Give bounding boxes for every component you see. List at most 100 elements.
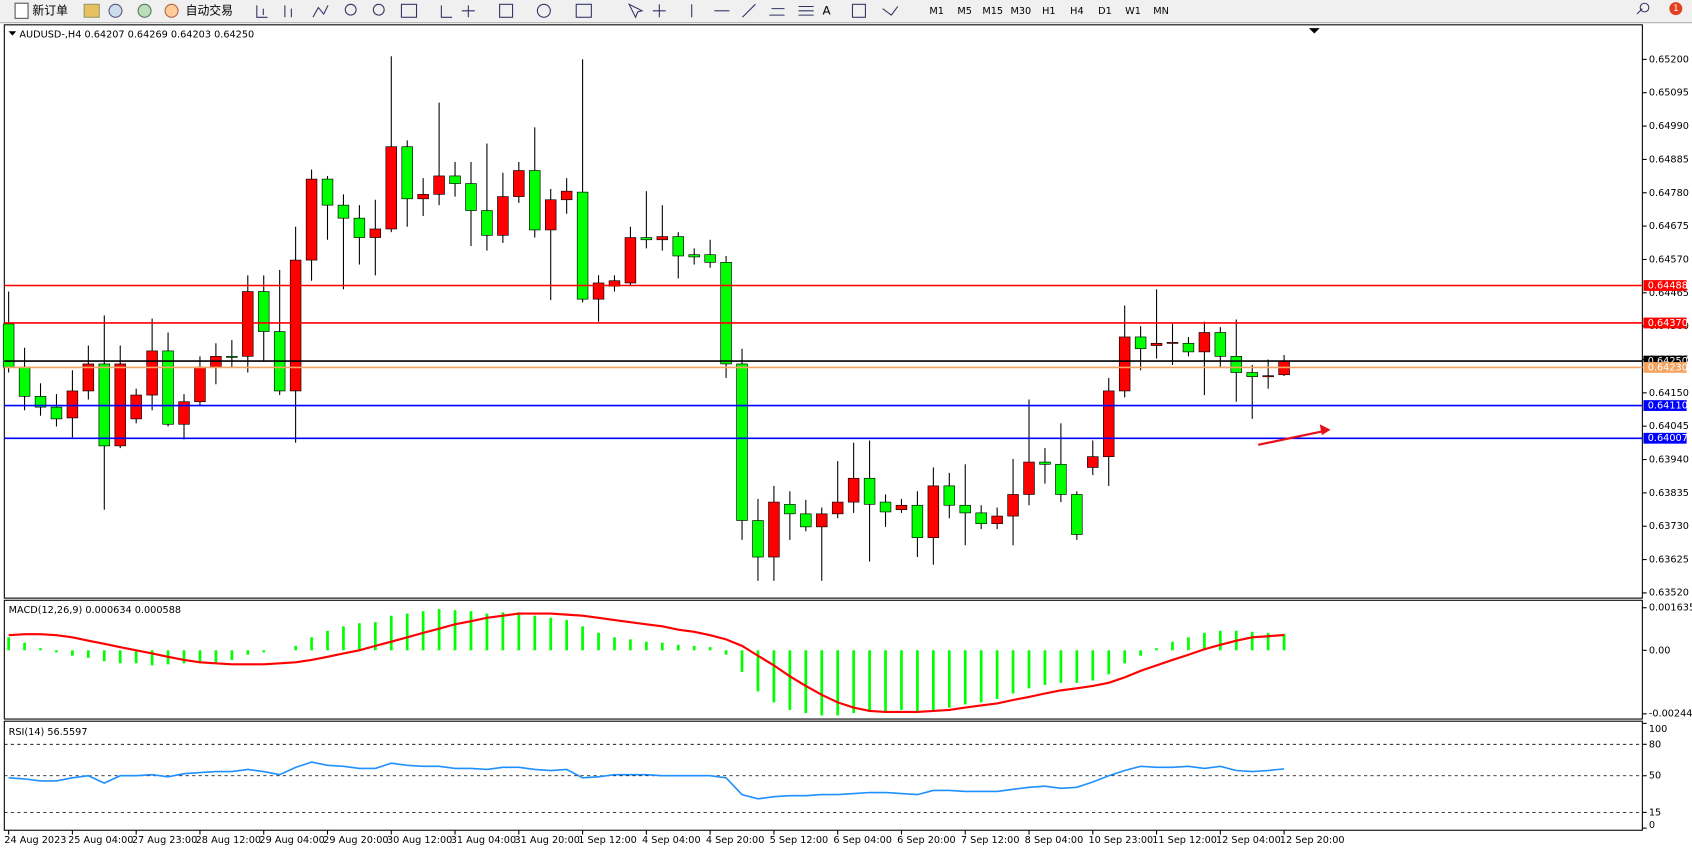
candle-body xyxy=(640,237,653,241)
toolbar-icon[interactable] xyxy=(108,3,123,18)
candle-body xyxy=(1007,494,1019,517)
candle-body xyxy=(481,210,493,236)
y-tick-label: 0.63520 xyxy=(1649,588,1689,599)
price-level-tag xyxy=(1643,355,1687,367)
notification-badge[interactable] xyxy=(1669,2,1683,16)
y-tick-label: 0.65200 xyxy=(1649,54,1689,65)
candle-body xyxy=(401,146,413,200)
candle-body xyxy=(720,261,732,365)
new-order-button[interactable]: 新订单 xyxy=(32,3,68,17)
x-tick-label: 12 Sep 04:00 xyxy=(1216,835,1281,846)
candle-body xyxy=(672,236,684,257)
candle-body xyxy=(863,477,876,505)
macd-signal-line xyxy=(8,612,1285,714)
price-level-label: 0.64370 xyxy=(1648,318,1688,329)
timeframe-button[interactable]: M30 xyxy=(1010,6,1031,17)
y-tick-label: 0.65095 xyxy=(1649,88,1689,99)
notification-count[interactable]: 1 xyxy=(1673,4,1678,14)
x-tick-label: 31 Aug 04:00 xyxy=(451,835,516,846)
y-tick-label: 0.00 xyxy=(1649,645,1671,656)
candle-body xyxy=(576,191,589,300)
x-tick-label: 8 Sep 04:00 xyxy=(1025,835,1084,846)
y-tick-label: 0.64465 xyxy=(1649,288,1689,299)
toolbar-icon[interactable] xyxy=(83,3,100,18)
candle-body xyxy=(1150,342,1163,346)
auto-trading-button[interactable]: 自动交易 xyxy=(186,3,233,17)
x-tick-label: 6 Sep 20:00 xyxy=(897,835,956,846)
timeframe-button[interactable]: M5 xyxy=(957,6,972,17)
toolbar xyxy=(0,0,1692,23)
candle-body xyxy=(911,504,924,538)
price-level-label: 0.64007 xyxy=(1648,433,1688,444)
x-tick-label: 31 Aug 20:00 xyxy=(515,835,580,846)
candle-body xyxy=(704,254,716,263)
candle-body xyxy=(656,236,669,241)
panel-menu-marker xyxy=(8,31,17,36)
x-tick-label: 29 Aug 20:00 xyxy=(323,835,388,846)
candle-body xyxy=(289,259,302,392)
x-tick-label: 5 Sep 12:00 xyxy=(770,835,829,846)
candle-body xyxy=(544,199,557,231)
price-level-tag xyxy=(1643,280,1687,291)
candle-body xyxy=(433,175,445,195)
timeframe-button[interactable]: W1 xyxy=(1125,6,1141,17)
candle-body xyxy=(50,406,63,420)
candle-body xyxy=(1103,390,1115,457)
x-tick-label: 24 Aug 2023 xyxy=(4,835,66,846)
x-tick-label: 4 Sep 04:00 xyxy=(642,835,701,846)
candle-body xyxy=(1198,332,1211,353)
candle-body xyxy=(592,282,605,300)
x-tick-label: 11 Sep 12:00 xyxy=(1152,835,1217,846)
candle-body xyxy=(1055,463,1067,495)
candle-body xyxy=(1246,372,1258,377)
price-level-tag xyxy=(1643,317,1687,329)
candle-body xyxy=(688,254,700,258)
candle-body xyxy=(895,504,908,511)
candle-body xyxy=(1214,332,1227,357)
timeframe-button[interactable]: M15 xyxy=(982,6,1003,17)
macd-panel xyxy=(3,599,1643,720)
y-tick-label: 15 xyxy=(1649,807,1661,818)
candle-body xyxy=(162,350,174,425)
candle-body xyxy=(226,355,238,358)
candle-body xyxy=(465,183,477,211)
toolbar-icons[interactable] xyxy=(256,2,1650,19)
price-level-tag xyxy=(1643,432,1687,444)
panel-title: RSI(14) 56.5597 xyxy=(9,727,88,738)
new-order-icon[interactable] xyxy=(14,2,29,19)
y-tick-label: 0.63940 xyxy=(1649,455,1689,466)
price-level-label: 0.64110 xyxy=(1648,401,1688,412)
timeframe-button[interactable]: H1 xyxy=(1042,6,1055,17)
y-tick-label: 80 xyxy=(1649,739,1661,750)
text-tool[interactable]: A xyxy=(823,3,832,17)
candle-body xyxy=(513,170,525,197)
candle-body xyxy=(800,513,812,528)
candle-body xyxy=(417,194,429,200)
y-tick-label: 0 xyxy=(1649,820,1655,831)
panel-title: MACD(12,26,9) 0.000634 0.000588 xyxy=(9,605,181,616)
candle-body xyxy=(1039,461,1051,465)
timeframe-button[interactable]: M1 xyxy=(929,6,944,17)
candle-body xyxy=(847,477,860,503)
candle-body xyxy=(66,390,79,419)
y-tick-label: 0.64045 xyxy=(1649,421,1689,432)
candle-body xyxy=(178,401,190,425)
toolbar-icon[interactable] xyxy=(137,3,152,18)
candle-body xyxy=(879,501,892,513)
x-tick-label: 10 Sep 23:00 xyxy=(1088,835,1153,846)
timeframe-button[interactable]: D1 xyxy=(1098,6,1112,17)
y-tick-label: 0.64150 xyxy=(1649,388,1689,399)
candle-body xyxy=(82,363,95,392)
timeframe-button[interactable]: H4 xyxy=(1070,6,1083,17)
candle-body xyxy=(353,217,366,238)
x-tick-label: 12 Sep 20:00 xyxy=(1280,835,1345,846)
candle-body xyxy=(321,178,334,206)
price-level-label: 0.64230 xyxy=(1648,362,1688,373)
auto-trading-icon[interactable] xyxy=(164,3,179,18)
y-tick-label: 0.64570 xyxy=(1649,254,1689,265)
candle-body xyxy=(927,485,940,538)
candle-body xyxy=(1087,456,1099,468)
candle-body xyxy=(768,501,780,558)
timeframe-button[interactable]: MN xyxy=(1153,6,1169,17)
candle-body xyxy=(943,485,956,506)
